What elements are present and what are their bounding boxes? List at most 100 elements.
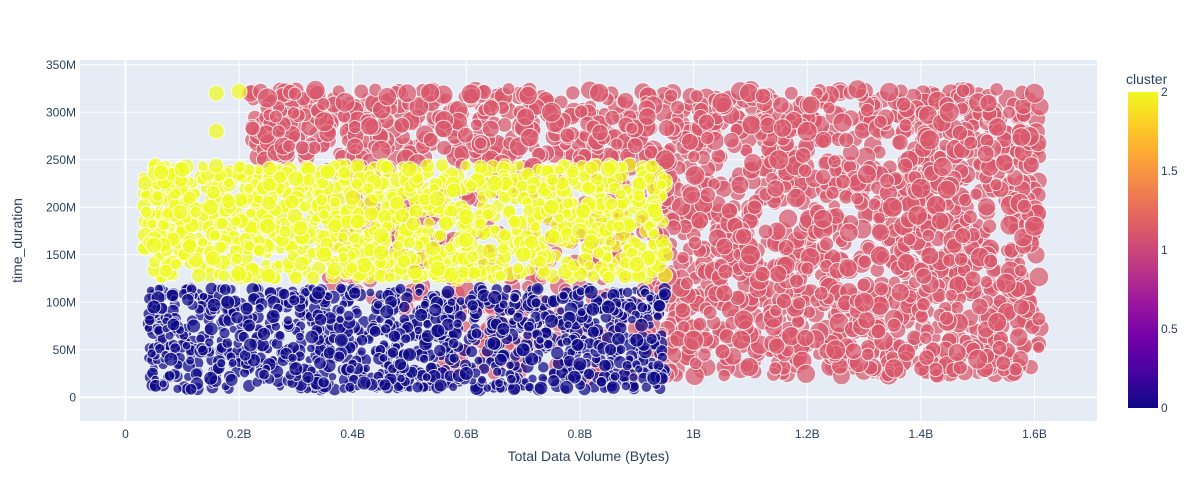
data-point-cluster-2 — [349, 213, 366, 230]
data-point-cluster-1 — [681, 185, 701, 205]
data-point-cluster-1 — [907, 205, 928, 226]
data-point-cluster-1 — [850, 191, 865, 206]
data-point-cluster-1 — [733, 309, 754, 331]
data-point-cluster-0 — [452, 318, 463, 329]
x-tick-label: 0.2B — [227, 427, 252, 441]
data-point-cluster-1 — [1008, 327, 1029, 347]
data-point-cluster-0 — [558, 290, 569, 301]
data-point-cluster-1 — [869, 245, 891, 266]
data-point-cluster-1 — [244, 120, 261, 137]
data-point-cluster-0 — [146, 348, 157, 359]
data-point-cluster-1 — [777, 239, 795, 256]
data-point-cluster-1 — [884, 358, 905, 379]
data-point-cluster-2 — [434, 157, 450, 173]
data-point-cluster-0 — [559, 379, 575, 395]
data-point-cluster-0 — [344, 381, 356, 393]
data-point-cluster-2 — [533, 254, 547, 269]
data-point-cluster-0 — [615, 344, 627, 356]
y-tick-label: 100M — [46, 295, 76, 309]
data-point-cluster-0 — [166, 317, 181, 332]
data-point-cluster-1 — [741, 115, 762, 136]
data-point-cluster-2 — [305, 270, 321, 286]
data-point-cluster-0 — [143, 314, 156, 327]
data-point-cluster-0 — [220, 294, 236, 310]
data-point-cluster-1 — [679, 276, 694, 291]
data-point-cluster-2 — [151, 189, 164, 203]
data-point-cluster-0 — [533, 380, 549, 396]
data-point-cluster-2 — [315, 246, 333, 264]
x-tick-label: 0.6B — [454, 427, 479, 441]
data-point-cluster-0 — [203, 321, 219, 337]
data-point-cluster-1 — [516, 107, 536, 127]
data-point-cluster-1 — [1012, 298, 1031, 316]
data-point-cluster-2 — [481, 242, 499, 260]
data-point-cluster-2 — [506, 185, 520, 199]
data-point-cluster-1 — [683, 329, 705, 351]
data-point-cluster-1 — [743, 153, 763, 173]
data-point-cluster-1 — [953, 251, 969, 267]
data-point-cluster-0 — [242, 337, 258, 353]
y-tick-label: 50M — [53, 343, 76, 357]
data-point-cluster-2 — [647, 227, 660, 240]
data-point-cluster-0 — [327, 372, 338, 382]
data-point-cluster-1 — [687, 235, 703, 251]
data-point-cluster-2 — [197, 236, 209, 248]
data-point-cluster-1 — [541, 101, 563, 123]
data-point-cluster-0 — [181, 340, 192, 351]
data-point-cluster-2 — [230, 252, 244, 265]
data-point-cluster-1 — [294, 140, 310, 156]
data-point-cluster-2 — [612, 220, 626, 233]
data-point-cluster-1 — [663, 88, 679, 103]
data-point-cluster-0 — [301, 370, 315, 384]
data-point-cluster-1 — [625, 121, 639, 135]
data-point-cluster-1 — [919, 331, 933, 345]
data-point-cluster-1 — [797, 163, 813, 178]
data-point-cluster-2 — [402, 235, 417, 250]
data-point-cluster-1 — [856, 164, 877, 185]
x-tick-label: 1B — [686, 427, 701, 441]
x-tick-label: 1.2B — [795, 427, 820, 441]
data-point-cluster-1 — [730, 329, 752, 350]
data-point-cluster-1 — [962, 209, 978, 225]
data-point-cluster-1 — [813, 286, 829, 301]
data-point-cluster-1 — [822, 101, 836, 115]
data-point-cluster-1 — [995, 153, 1014, 172]
data-point-cluster-2 — [145, 236, 163, 254]
data-point-cluster-1 — [856, 277, 872, 293]
data-point-cluster-2 — [428, 190, 446, 208]
data-point-cluster-1 — [989, 82, 1004, 97]
y-tick-label: 300M — [46, 105, 76, 119]
data-point-cluster-2 — [292, 219, 309, 237]
data-point-cluster-1 — [873, 114, 888, 129]
data-point-cluster-2 — [345, 261, 359, 275]
data-point-cluster-2 — [252, 244, 266, 257]
data-point-cluster-1 — [952, 359, 968, 376]
data-point-cluster-2 — [337, 251, 349, 264]
data-point-cluster-0 — [400, 333, 412, 345]
data-point-cluster-1 — [896, 252, 916, 272]
data-point-cluster-1 — [881, 196, 903, 218]
data-point-cluster-2 — [383, 271, 396, 284]
data-point-cluster-0 — [265, 309, 281, 324]
data-point-cluster-1 — [723, 131, 740, 149]
data-point-cluster-0 — [430, 323, 446, 339]
data-point-cluster-0 — [288, 361, 304, 377]
data-point-cluster-1 — [835, 173, 851, 190]
data-point-cluster-1 — [714, 343, 731, 360]
data-point-cluster-0 — [572, 356, 588, 372]
data-point-cluster-2 — [473, 159, 489, 175]
data-point-cluster-1 — [976, 197, 997, 217]
data-point-cluster-2 — [260, 195, 277, 212]
data-point-cluster-1 — [970, 297, 989, 316]
data-point-cluster-1 — [739, 356, 760, 378]
data-point-cluster-0 — [335, 314, 345, 325]
data-point-cluster-1 — [789, 273, 805, 289]
data-point-cluster-1 — [872, 211, 886, 225]
data-point-cluster-0 — [254, 303, 265, 314]
data-point-cluster-2 — [318, 208, 330, 221]
data-point-cluster-2 — [392, 239, 404, 252]
data-point-cluster-2 — [420, 158, 435, 174]
data-point-cluster-1 — [684, 165, 706, 186]
data-point-cluster-0 — [605, 380, 621, 395]
